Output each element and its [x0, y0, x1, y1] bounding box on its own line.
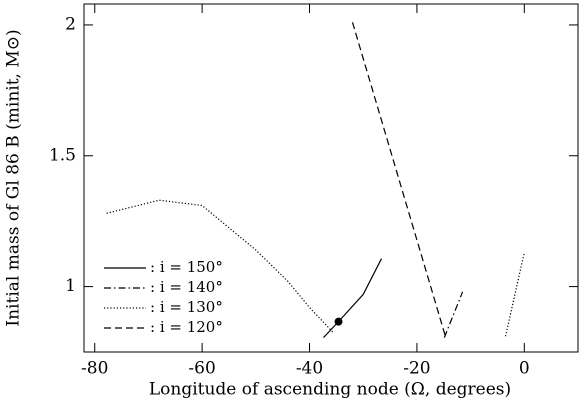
- series-line: [323, 258, 383, 339]
- legend-label: : i = 120°: [150, 318, 223, 336]
- legend-label: : i = 130°: [150, 298, 223, 316]
- point-marker: [334, 317, 343, 326]
- legend-label: : i = 150°: [150, 258, 223, 276]
- legend-label: : i = 140°: [150, 278, 223, 296]
- x-tick-label: -40: [296, 359, 323, 379]
- y-tick-label: 1.5: [49, 145, 76, 165]
- y-axis-label: Initial mass of Gl 86 B (minit, M⊙): [4, 29, 24, 326]
- x-tick-label: -80: [81, 359, 108, 379]
- y-tick-label: 2: [65, 14, 76, 34]
- x-tick-label: -60: [188, 359, 215, 379]
- series-line: [443, 291, 464, 338]
- plot-frame: [83, 3, 579, 353]
- y-tick-label: 1: [65, 276, 76, 296]
- series-line: [106, 199, 525, 337]
- x-tick-label: -20: [403, 359, 430, 379]
- x-axis-label: Longitude of ascending node (Ω, degrees): [149, 380, 511, 400]
- x-tick-label: 0: [519, 359, 530, 379]
